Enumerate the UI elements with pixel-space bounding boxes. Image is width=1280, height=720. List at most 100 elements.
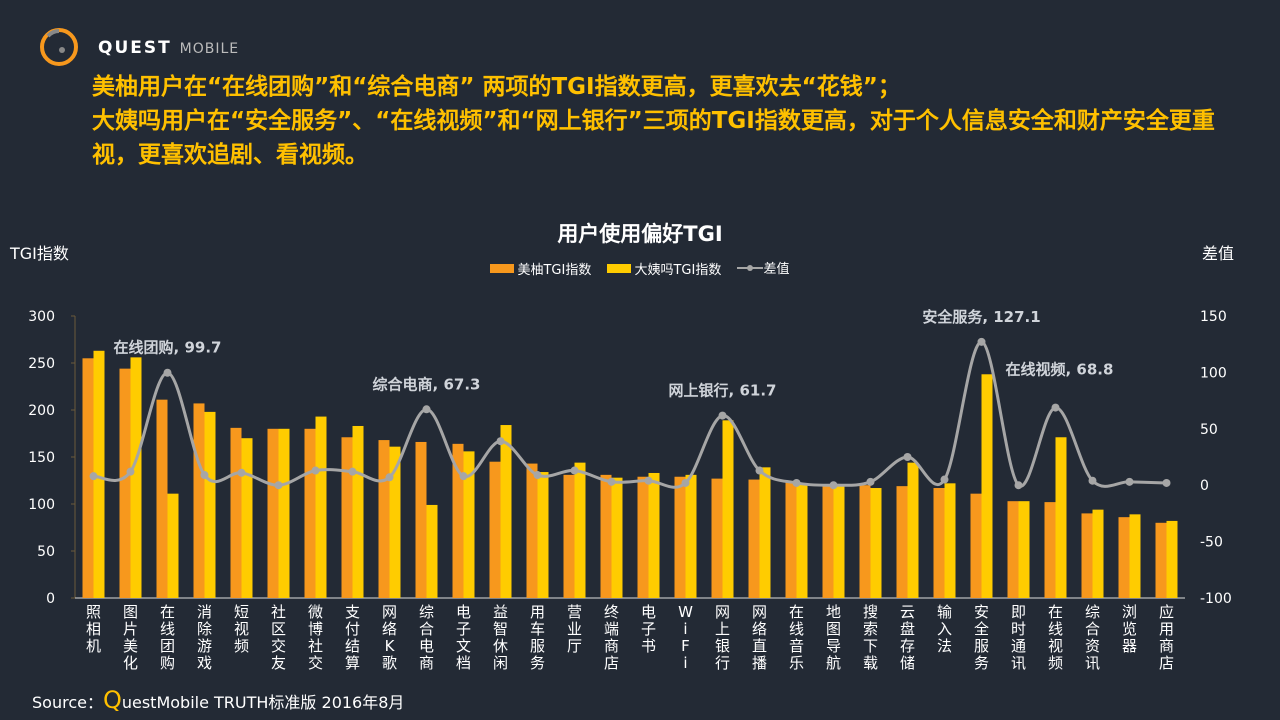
- x-tick-label-char: 即: [1011, 603, 1026, 621]
- x-tick-label-char: 社: [271, 603, 286, 621]
- x-tick-label-char: 图: [123, 603, 138, 621]
- diff-point: [348, 467, 357, 476]
- x-tick-label-char: 览: [1122, 620, 1137, 638]
- x-tick-label-char: 线: [160, 620, 175, 638]
- diff-point: [755, 466, 764, 475]
- y2-tick-label: -100: [1200, 591, 1232, 607]
- x-tick-label-char: 益: [493, 603, 508, 621]
- diff-point: [200, 471, 209, 480]
- y2-axis-label: 差值: [1202, 244, 1235, 263]
- y2-tick-label: 100: [1200, 365, 1227, 381]
- diff-point: [940, 475, 949, 484]
- diff-point: [977, 337, 986, 346]
- x-tick-label-char: 索: [863, 620, 878, 638]
- bar-dayima: [241, 438, 253, 598]
- x-tick-label-char: 在: [789, 603, 804, 621]
- x-tick-label-char: K: [385, 637, 396, 655]
- x-tick-label-char: 综: [1085, 603, 1100, 621]
- diff-point: [1088, 476, 1097, 485]
- bar-dayima: [463, 451, 475, 598]
- bar-dayima: [648, 472, 660, 598]
- diff-point: [163, 368, 172, 377]
- x-tick-label-char: 消: [197, 603, 212, 621]
- bar-meiyou: [341, 437, 353, 598]
- y-tick-label: 100: [28, 497, 55, 513]
- headline: 美柚用户在“在线团购”和“综合电商” 两项的TGI指数更高，更喜欢去“花钱”； …: [92, 70, 1222, 172]
- x-tick-label-char: 团: [160, 637, 175, 655]
- diff-point: [89, 472, 98, 481]
- bar-dayima: [500, 425, 512, 598]
- bar-dayima: [1166, 520, 1178, 598]
- bar-meiyou: [526, 463, 538, 598]
- x-tick-label-char: 短: [234, 603, 249, 621]
- x-tick-label-char: 端: [604, 620, 619, 638]
- x-tick-label-char: 结: [345, 637, 360, 655]
- x-tick-label-char: 行: [715, 654, 730, 672]
- x-tick-label-char: 线: [789, 620, 804, 638]
- bar-meiyou: [230, 427, 242, 598]
- bar-dayima: [1018, 501, 1030, 598]
- bar-meiyou: [156, 399, 168, 598]
- x-tick-label-char: 电: [419, 637, 434, 655]
- diff-point: [1051, 403, 1060, 412]
- x-tick-label-char: 网: [715, 603, 730, 621]
- x-tick-label-char: 车: [530, 620, 545, 638]
- legend-item-s1: 美柚TGI指数: [490, 259, 591, 278]
- bar-meiyou: [415, 441, 427, 598]
- bar-dayima: [944, 483, 956, 598]
- x-tick-label-char: 航: [826, 654, 841, 672]
- x-tick-label-char: 入: [937, 620, 952, 638]
- bar-meiyou: [600, 474, 612, 598]
- x-tick-label-char: 综: [419, 603, 434, 621]
- x-tick-label-char: 器: [1122, 637, 1137, 655]
- legend-item-s2: 大姨吗TGI指数: [607, 259, 721, 278]
- bar-dayima: [204, 411, 216, 598]
- x-tick-label-char: 网: [382, 603, 397, 621]
- bar-meiyou: [1118, 517, 1130, 598]
- bar-dayima: [1055, 437, 1067, 598]
- x-tick-label-char: 通: [1011, 637, 1026, 655]
- x-tick-label-char: 下: [863, 637, 878, 655]
- x-tick-label-char: 安: [974, 603, 989, 621]
- x-tick-label-char: 除: [197, 620, 212, 638]
- diff-point: [274, 481, 283, 490]
- diff-point: [903, 453, 912, 461]
- diff-point: [829, 481, 838, 490]
- x-tick-label-char: 音: [789, 637, 804, 655]
- bar-dayima: [167, 493, 179, 598]
- bar-meiyou: [970, 493, 982, 598]
- x-tick-label-char: 智: [493, 620, 508, 638]
- bar-meiyou: [1044, 502, 1056, 598]
- chart-title: 用户使用偏好TGI: [557, 222, 723, 246]
- x-tick-label-char: 算: [345, 654, 360, 672]
- x-tick-label-char: 区: [271, 620, 286, 638]
- diff-point: [126, 467, 135, 476]
- data-label: 网上银行, 61.7: [669, 382, 777, 400]
- x-tick-label-char: 机: [86, 637, 101, 655]
- x-tick-label-char: 务: [974, 654, 989, 672]
- x-tick-label-char: 照: [86, 603, 101, 621]
- x-tick-label-char: 电: [641, 603, 656, 621]
- x-tick-label-char: 美: [123, 637, 138, 655]
- source-note: Source：QuestMobile TRUTH标准版 2016年8月: [32, 686, 405, 714]
- x-tick-label-char: 讯: [1011, 654, 1026, 672]
- x-tick-label-char: 交: [308, 654, 323, 672]
- x-tick-label-char: 地: [826, 603, 841, 621]
- data-label: 在线团购, 99.7: [114, 339, 222, 357]
- diff-point: [607, 477, 616, 486]
- bar-dayima: [981, 374, 993, 598]
- x-tick-label-char: 导: [826, 637, 841, 655]
- x-tick-label-char: 休: [493, 637, 508, 655]
- bar-dayima: [352, 425, 364, 598]
- x-tick-label-char: 博: [308, 620, 323, 638]
- x-tick-label-char: 友: [271, 654, 286, 672]
- x-tick-label-char: 务: [530, 654, 545, 672]
- diff-point: [422, 405, 431, 414]
- x-tick-label-char: 直: [752, 637, 767, 655]
- brand-logo-text: QUEST MOBILE: [98, 38, 240, 58]
- y-tick-label: 0: [46, 591, 55, 607]
- bar-meiyou: [1155, 522, 1167, 598]
- x-tick-label-char: 资: [1085, 637, 1100, 655]
- x-tick-label-char: 歌: [382, 654, 397, 672]
- bar-dayima: [907, 462, 919, 598]
